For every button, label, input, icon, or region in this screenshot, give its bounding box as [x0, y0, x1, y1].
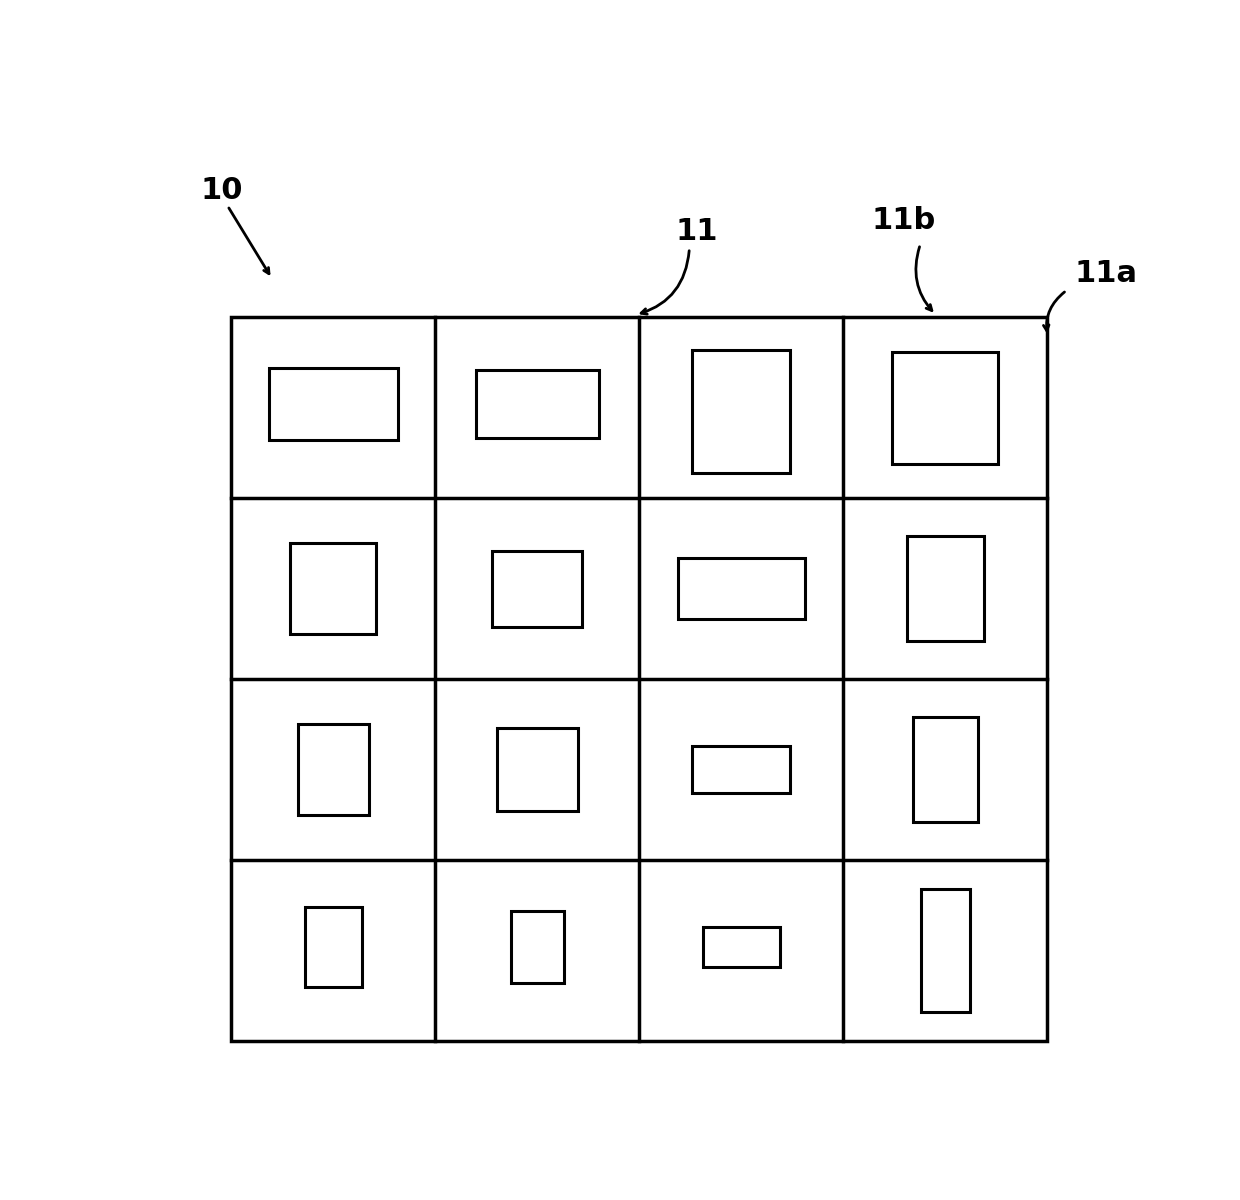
Bar: [921, 889, 970, 1012]
Bar: [678, 558, 805, 619]
Text: 11a: 11a: [1074, 259, 1137, 288]
Text: 11b: 11b: [872, 205, 936, 235]
Bar: [692, 746, 790, 793]
Bar: [692, 350, 790, 473]
Bar: [298, 725, 370, 815]
Bar: [269, 368, 398, 440]
Text: 11: 11: [676, 217, 718, 246]
Bar: [231, 317, 1048, 1042]
Bar: [496, 728, 578, 811]
Bar: [492, 551, 583, 626]
Bar: [906, 536, 985, 641]
Bar: [305, 907, 362, 986]
Bar: [703, 928, 780, 967]
Bar: [476, 370, 599, 438]
Text: 10: 10: [201, 176, 243, 205]
Bar: [290, 544, 376, 634]
Bar: [511, 911, 564, 983]
Bar: [913, 718, 978, 822]
Bar: [893, 352, 998, 464]
